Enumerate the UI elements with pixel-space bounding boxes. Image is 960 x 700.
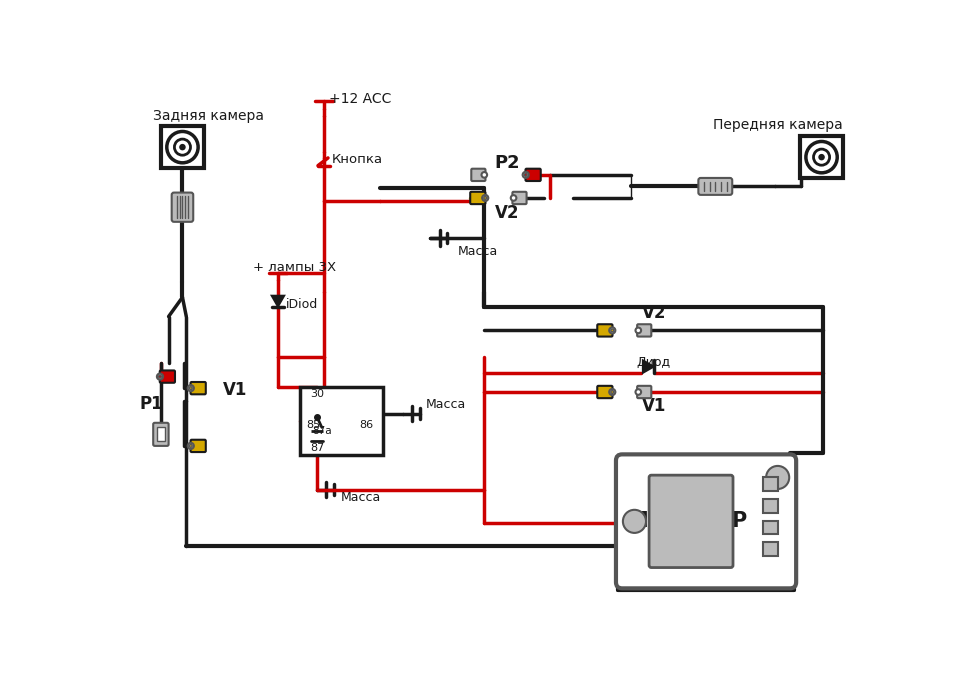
Circle shape [813,149,829,165]
FancyBboxPatch shape [597,386,612,398]
FancyBboxPatch shape [159,370,175,383]
Circle shape [482,172,487,178]
FancyBboxPatch shape [190,382,205,394]
Text: V2: V2 [641,304,666,323]
Text: Масса: Масса [426,398,466,411]
Circle shape [180,145,185,150]
Text: 30: 30 [310,389,324,399]
Circle shape [189,444,192,447]
Circle shape [188,443,194,449]
Circle shape [636,328,641,333]
Text: V2: V2 [495,204,519,223]
FancyBboxPatch shape [190,440,205,452]
Text: P2: P2 [494,153,520,172]
Circle shape [156,374,163,379]
FancyBboxPatch shape [470,192,486,204]
Circle shape [511,195,516,201]
Text: Масса: Масса [457,246,497,258]
FancyBboxPatch shape [471,169,486,181]
Text: 85: 85 [306,420,321,430]
Circle shape [188,385,194,391]
Polygon shape [643,360,654,372]
FancyBboxPatch shape [513,192,527,204]
Bar [157,428,165,441]
Bar [763,521,779,535]
Circle shape [524,174,527,176]
Circle shape [484,197,487,199]
Circle shape [175,139,190,155]
Bar [161,126,204,168]
Circle shape [167,132,198,163]
Circle shape [189,387,192,389]
Circle shape [805,141,837,173]
FancyBboxPatch shape [154,423,169,446]
Text: 87: 87 [310,443,324,453]
FancyBboxPatch shape [172,193,193,222]
FancyBboxPatch shape [698,178,732,195]
Text: P1: P1 [139,395,163,412]
Circle shape [636,389,641,395]
Circle shape [610,389,615,395]
Text: Кнопка: Кнопка [332,153,383,166]
FancyBboxPatch shape [637,386,651,398]
Text: Масса: Масса [340,491,380,504]
Bar [300,387,383,455]
Text: +12 ACC: +12 ACC [328,92,391,106]
FancyBboxPatch shape [637,324,651,337]
Text: 87a: 87a [312,426,331,435]
Circle shape [610,328,615,333]
Text: V1: V1 [223,382,247,400]
Bar [801,136,843,178]
Text: V1: V1 [641,397,666,415]
Text: МОНИТОР: МОНИТОР [627,512,747,531]
Circle shape [623,510,646,533]
Text: + лампы 3Х: + лампы 3Х [253,261,336,274]
Circle shape [522,172,529,178]
Circle shape [819,155,824,160]
FancyBboxPatch shape [525,169,540,181]
Text: Передняя камера: Передняя камера [713,118,843,132]
Circle shape [611,391,613,393]
Circle shape [482,195,489,201]
Text: iDiod: iDiod [286,298,318,311]
Text: 86: 86 [359,420,373,430]
Text: Задняя камера: Задняя камера [154,109,264,123]
Bar [763,542,779,556]
FancyBboxPatch shape [616,454,796,588]
Circle shape [766,466,789,489]
Text: Диод: Диод [636,356,671,368]
FancyBboxPatch shape [597,324,612,337]
Circle shape [611,329,613,332]
Bar [763,499,779,513]
Polygon shape [272,295,284,307]
Bar [763,477,779,491]
FancyBboxPatch shape [649,475,733,568]
Circle shape [158,375,161,378]
